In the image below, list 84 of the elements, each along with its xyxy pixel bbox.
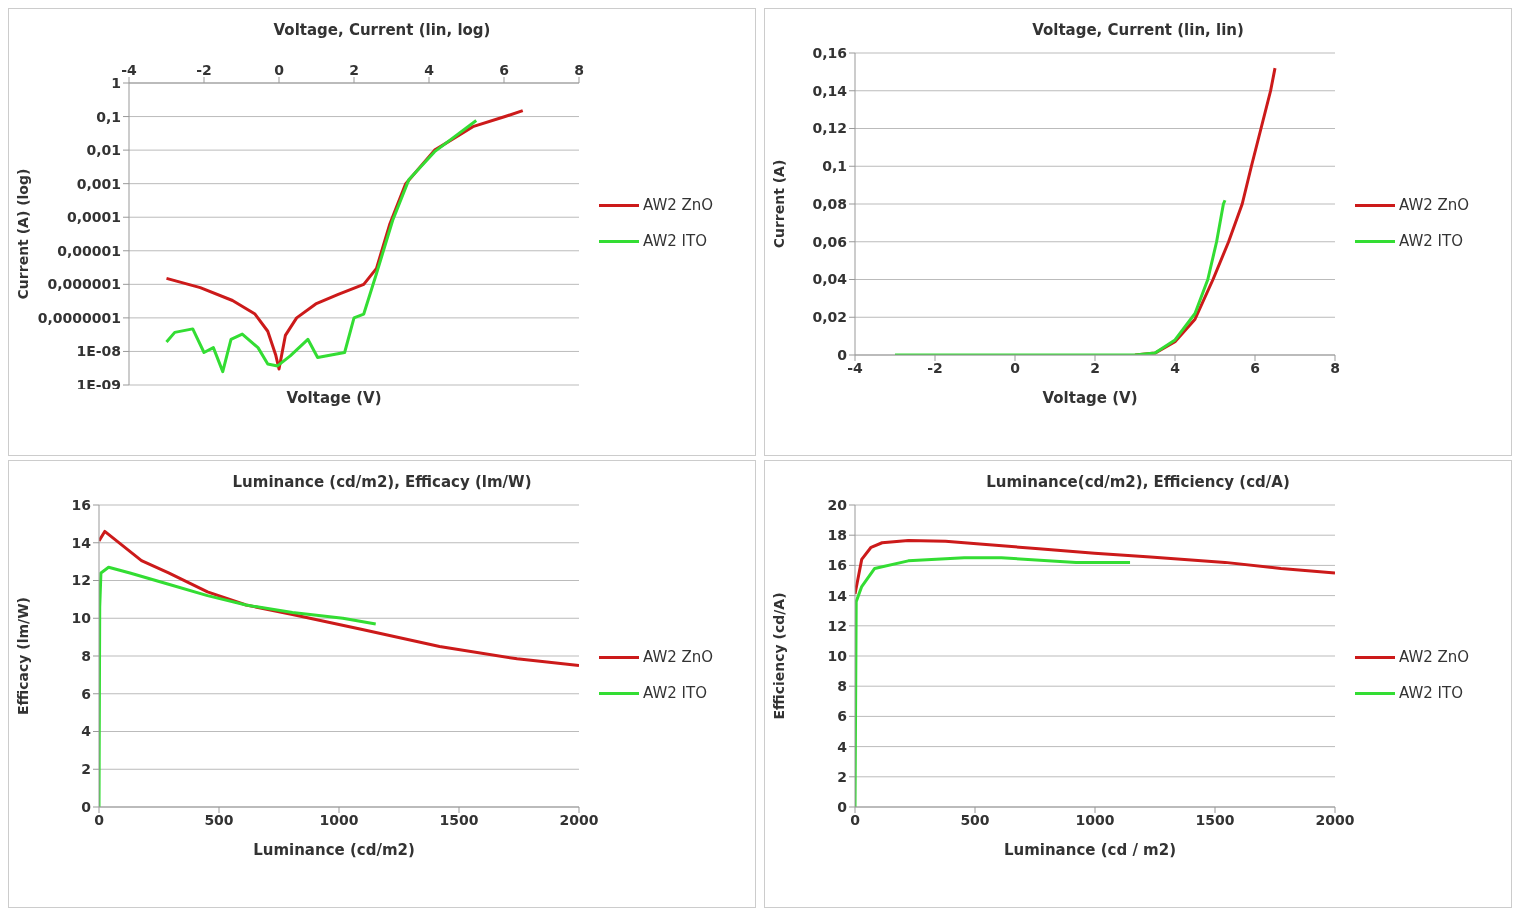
y-tick-label: 16 bbox=[71, 496, 91, 513]
line-series bbox=[855, 538, 1335, 596]
x-tick-label: 6 bbox=[499, 62, 509, 78]
legend-label: AW2 ITO bbox=[643, 684, 707, 702]
y-tick-label: 8 bbox=[837, 678, 847, 695]
y-tick-label: 10 bbox=[71, 610, 92, 627]
y-tick-label: 18 bbox=[827, 527, 847, 544]
x-tick-label: 2000 bbox=[559, 811, 599, 828]
x-tick-label: 500 bbox=[960, 811, 990, 828]
y-tick-label: 0,14 bbox=[812, 82, 848, 99]
y-tick-label: 20 bbox=[827, 496, 848, 513]
legend-label: AW2 ZnO bbox=[1399, 196, 1470, 214]
x-tick-label: 2 bbox=[349, 62, 359, 78]
x-axis-title: Luminance (cd / m2) bbox=[1002, 841, 1178, 859]
y-tick-label: 0,0000001 bbox=[37, 309, 121, 326]
y-tick-label: 10 bbox=[827, 647, 848, 664]
x-tick-label: 1000 bbox=[1075, 811, 1115, 828]
y-tick-label: 1 bbox=[111, 74, 121, 91]
x-tick-label: 0 bbox=[274, 62, 285, 78]
y-tick-label: 0,12 bbox=[812, 120, 847, 137]
x-tick-label: 6 bbox=[1250, 359, 1260, 376]
legend-label: AW2 ITO bbox=[1399, 684, 1463, 702]
y-tick-label: 6 bbox=[837, 708, 847, 725]
y-tick-label: 0,001 bbox=[76, 175, 121, 192]
y-tick-label: 14 bbox=[71, 534, 92, 551]
legend-label: AW2 ITO bbox=[643, 232, 707, 250]
y-tick-label: 1E-08 bbox=[76, 343, 121, 360]
y-tick-label: 4 bbox=[837, 738, 848, 755]
x-tick-label: 4 bbox=[1170, 359, 1181, 376]
x-axis-title: Voltage (V) bbox=[286, 389, 382, 407]
y-axis-title: Current (A) bbox=[770, 159, 787, 249]
y-tick-label: 0,1 bbox=[822, 158, 847, 175]
y-tick-label: 12 bbox=[827, 617, 847, 634]
y-tick-label: 0,06 bbox=[812, 233, 847, 250]
chart-title: Voltage, Current (lin, log) bbox=[272, 21, 492, 39]
x-tick-label: 4 bbox=[424, 62, 435, 78]
x-tick-label: 1000 bbox=[319, 811, 359, 828]
y-tick-label: 0 bbox=[81, 798, 92, 815]
y-tick-label: 6 bbox=[81, 685, 91, 702]
y-axis-title: Efficacy (lm/W) bbox=[14, 597, 31, 715]
x-tick-label: 0 bbox=[1010, 359, 1021, 376]
y-tick-label: 0,000001 bbox=[47, 276, 121, 293]
y-tick-label: 0,00001 bbox=[57, 242, 121, 259]
x-tick-label: -4 bbox=[847, 359, 864, 376]
x-axis-title: Voltage (V) bbox=[1041, 389, 1139, 407]
y-axis-title: Efficiency (cd/A) bbox=[770, 592, 787, 720]
y-tick-label: 12 bbox=[71, 572, 91, 589]
x-tick-label: -4 bbox=[121, 62, 138, 78]
y-tick-label: 16 bbox=[827, 557, 847, 574]
legend-label: AW2 ZnO bbox=[643, 196, 714, 214]
x-tick-label: 2 bbox=[1090, 359, 1100, 376]
line-series bbox=[165, 119, 478, 374]
x-tick-label: 8 bbox=[574, 62, 584, 78]
x-tick-label: -2 bbox=[927, 359, 943, 376]
y-tick-label: 0 bbox=[837, 346, 848, 363]
y-tick-label: 2 bbox=[837, 768, 847, 785]
x-tick-label: -2 bbox=[196, 62, 212, 78]
y-tick-label: 0,08 bbox=[812, 195, 847, 212]
x-tick-label: 8 bbox=[1330, 359, 1340, 376]
x-tick-label: 2000 bbox=[1315, 811, 1355, 828]
y-tick-label: 0,01 bbox=[86, 142, 121, 159]
y-tick-label: 8 bbox=[81, 647, 91, 664]
y-tick-label: 14 bbox=[827, 587, 848, 604]
x-tick-label: 0 bbox=[850, 811, 861, 828]
chart-title: Luminance(cd/m2), Efficiency (cd/A) bbox=[985, 473, 1291, 491]
line-series bbox=[855, 556, 1132, 807]
y-tick-label: 2 bbox=[81, 761, 91, 778]
y-tick-label: 0,0001 bbox=[66, 209, 121, 226]
legend-label: AW2 ITO bbox=[1399, 232, 1463, 250]
y-tick-label: 4 bbox=[81, 723, 92, 740]
x-tick-label: 1500 bbox=[1195, 811, 1235, 828]
y-tick-label: 0,1 bbox=[96, 108, 121, 125]
y-tick-label: 0,04 bbox=[812, 271, 848, 288]
y-tick-label: 0,02 bbox=[812, 309, 847, 326]
x-tick-label: 500 bbox=[204, 811, 234, 828]
y-tick-label: 0 bbox=[837, 798, 848, 815]
x-tick-label: 1500 bbox=[439, 811, 479, 828]
legend-label: AW2 ZnO bbox=[1399, 648, 1470, 666]
chart-title: Luminance (cd/m2), Efficacy (lm/W) bbox=[231, 473, 533, 491]
y-tick-label: 0,16 bbox=[812, 44, 847, 61]
y-axis-title: Current (A) (log) bbox=[14, 168, 31, 300]
chart-title: Voltage, Current (lin, lin) bbox=[1031, 21, 1245, 39]
x-axis-title: Luminance (cd/m2) bbox=[252, 841, 416, 859]
legend-label: AW2 ZnO bbox=[643, 648, 714, 666]
